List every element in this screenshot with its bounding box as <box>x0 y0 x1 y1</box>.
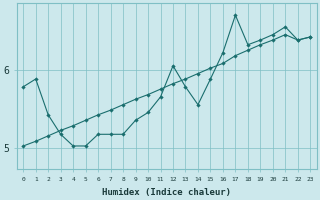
X-axis label: Humidex (Indice chaleur): Humidex (Indice chaleur) <box>102 188 231 197</box>
